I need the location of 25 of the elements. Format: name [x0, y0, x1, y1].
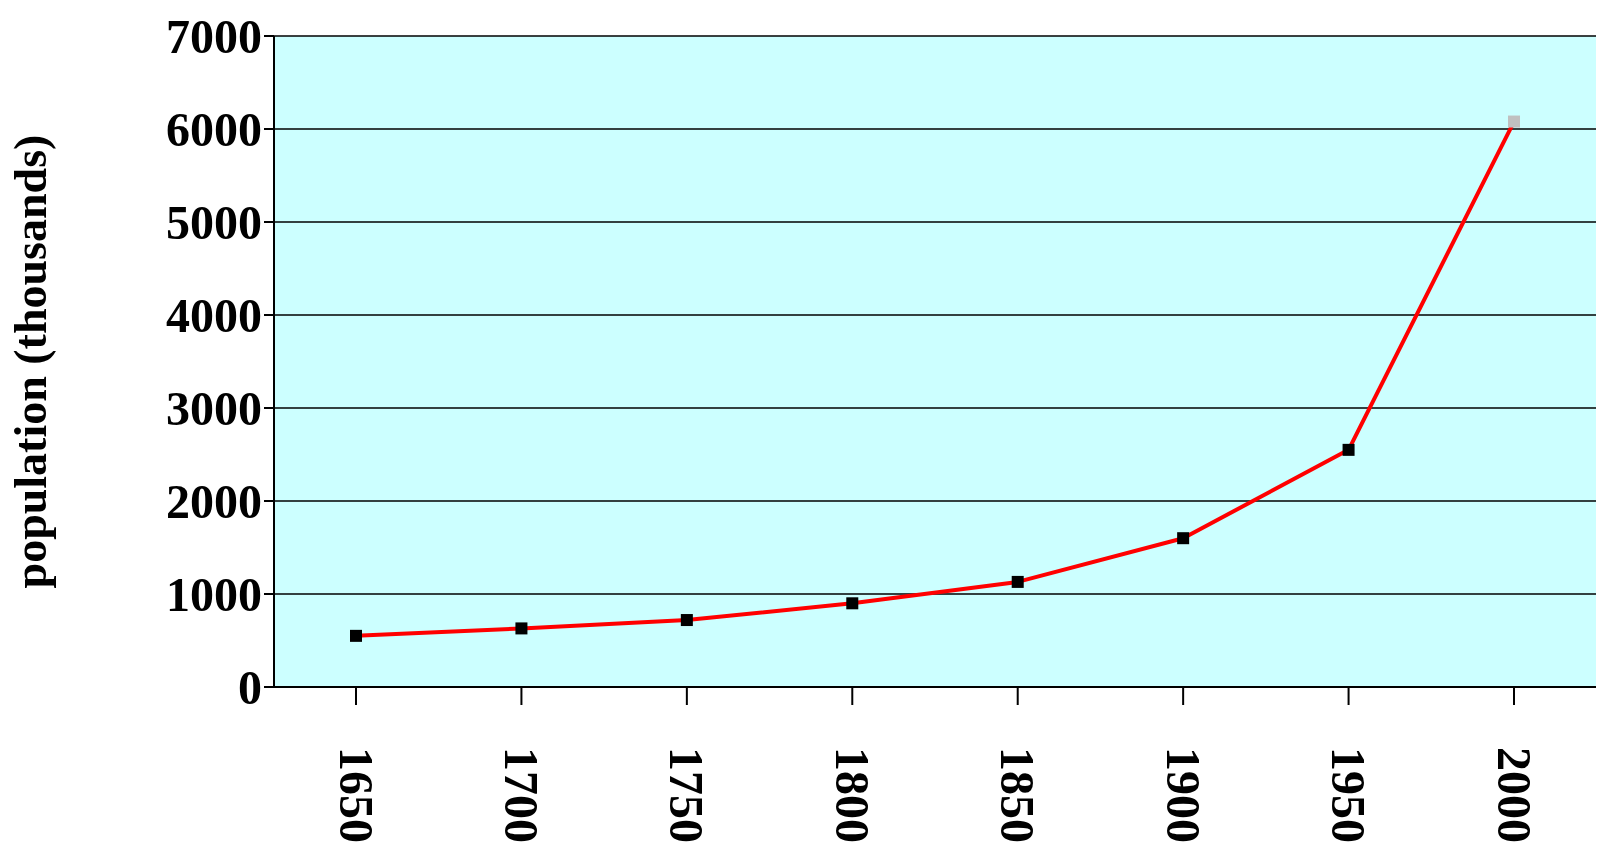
point: [1508, 115, 1520, 128]
x-tick-label: 1700: [494, 747, 548, 843]
x-tick-label: 1850: [991, 747, 1045, 843]
y-axis-title: population (thousands): [5, 134, 57, 589]
y-tick-label: 2000: [166, 475, 262, 529]
y-tick-label: 0: [238, 661, 262, 715]
point: [515, 622, 528, 635]
x-tick-label: 1900: [1156, 747, 1210, 843]
y-tick-label: 3000: [166, 382, 262, 436]
point: [1011, 575, 1024, 588]
x-tick-label: 2000: [1487, 747, 1541, 843]
x-tick-label: 1750: [660, 747, 714, 843]
x-tick-label: 1650: [329, 747, 383, 843]
x-tick-label: 1800: [825, 747, 879, 843]
y-tick-label: 5000: [166, 196, 262, 250]
point: [846, 597, 859, 610]
point: [350, 629, 362, 642]
y-tick-label: 4000: [166, 289, 262, 343]
point: [680, 614, 693, 627]
y-tick-label: 7000: [166, 10, 262, 64]
y-tick-label: 1000: [166, 568, 262, 622]
point: [1177, 532, 1190, 545]
y-tick-label: 6000: [166, 103, 262, 157]
x-tick-label: 1950: [1322, 747, 1376, 843]
point: [1342, 443, 1355, 456]
